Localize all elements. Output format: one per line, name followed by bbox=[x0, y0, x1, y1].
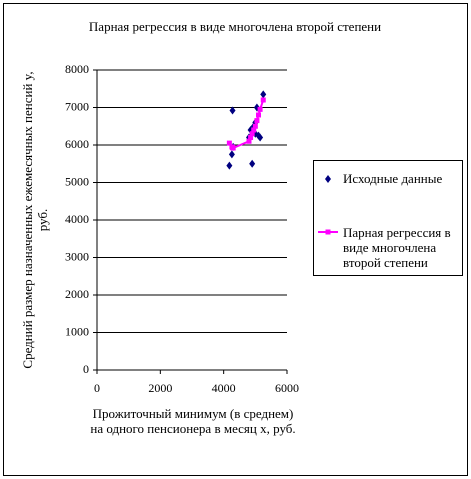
legend-box bbox=[313, 160, 463, 276]
regression-point bbox=[252, 123, 258, 129]
regression-point bbox=[254, 118, 260, 124]
regression-point bbox=[230, 145, 236, 151]
x-tick-label: 4000 bbox=[212, 381, 236, 395]
y-tick-label: 6000 bbox=[65, 137, 89, 151]
y-tick-label: 8000 bbox=[65, 62, 89, 76]
regression-point bbox=[251, 127, 257, 133]
regression-point bbox=[248, 135, 254, 140]
legend-marker bbox=[325, 229, 331, 235]
x-tick-label: 2000 bbox=[148, 381, 172, 395]
data-point bbox=[257, 133, 264, 142]
data-point bbox=[260, 90, 267, 99]
legend-marker bbox=[325, 175, 331, 183]
x-tick-label: 0 bbox=[94, 381, 100, 395]
regression-point bbox=[260, 97, 266, 103]
legend-label: Исходные данные bbox=[343, 171, 443, 186]
y-tick-label: 1000 bbox=[65, 324, 89, 338]
regression-point bbox=[226, 140, 232, 146]
data-point bbox=[226, 161, 233, 170]
y-tick-label: 2000 bbox=[65, 287, 89, 301]
y-tick-label: 0 bbox=[83, 362, 89, 376]
x-tick-label: 6000 bbox=[275, 381, 299, 395]
y-tick-label: 3000 bbox=[65, 249, 89, 263]
y-axis-title: Средний размер назначенных ежемесячных п… bbox=[20, 71, 50, 369]
regression-point bbox=[257, 106, 263, 112]
data-point bbox=[229, 106, 236, 115]
regression-point bbox=[256, 112, 261, 118]
y-tick-label: 5000 bbox=[65, 174, 89, 188]
regression-point bbox=[249, 131, 255, 137]
data-point bbox=[228, 150, 235, 159]
regression-point bbox=[246, 138, 252, 144]
y-tick-label: 4000 bbox=[65, 212, 89, 226]
legend-label: Парная регрессия в виде многочлена второ… bbox=[343, 225, 451, 270]
data-point bbox=[249, 159, 256, 168]
y-tick-label: 7000 bbox=[65, 99, 89, 113]
chart-title: Парная регрессия в виде многочлена второ… bbox=[89, 19, 381, 34]
x-axis-title: Прожиточный минимум (в среднем) на одног… bbox=[90, 406, 296, 436]
